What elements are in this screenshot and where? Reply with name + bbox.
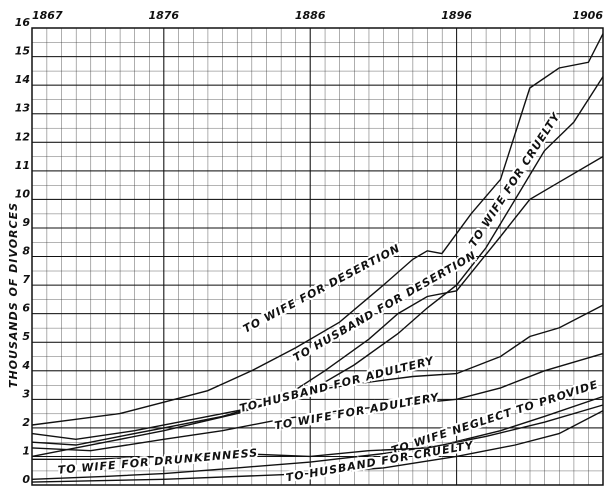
y-axis-label: THOUSANDS OF DIVORCES xyxy=(7,202,20,388)
y-tick-label: 11 xyxy=(15,159,30,172)
series-line xyxy=(31,410,604,483)
y-tick-label: 0 xyxy=(22,473,30,486)
series-line xyxy=(31,33,604,426)
y-tick-label: 16 xyxy=(15,16,31,29)
x-tick-label: 1867 xyxy=(32,9,63,22)
y-tick-label: 15 xyxy=(15,45,31,58)
y-tick-label: 2 xyxy=(22,416,30,429)
y-tick-label: 13 xyxy=(15,102,31,115)
y-tick-label: 7 xyxy=(22,273,30,286)
y-tick-label: 8 xyxy=(22,245,30,258)
y-tick-label: 4 xyxy=(21,359,30,372)
y-tick-label: 10 xyxy=(15,187,31,200)
x-tick-label: 1896 xyxy=(441,9,472,22)
series-line xyxy=(31,76,604,458)
series-line xyxy=(32,404,604,460)
y-tick-label: 12 xyxy=(15,130,31,143)
series-line xyxy=(31,352,604,452)
y-tick-label: 5 xyxy=(22,330,30,343)
y-tick-label: 1 xyxy=(22,444,30,457)
y-tick-label: 3 xyxy=(22,387,30,400)
series-line xyxy=(31,304,604,441)
series-line xyxy=(31,395,604,480)
y-tick-label: 14 xyxy=(15,73,30,86)
y-tick-label: 9 xyxy=(22,216,30,229)
x-tick-label: 1906 xyxy=(572,9,603,22)
x-tick-label: 1886 xyxy=(295,9,326,22)
series-line xyxy=(31,155,604,446)
x-tick-label: 1876 xyxy=(148,9,179,22)
y-tick-label: 6 xyxy=(22,302,30,315)
